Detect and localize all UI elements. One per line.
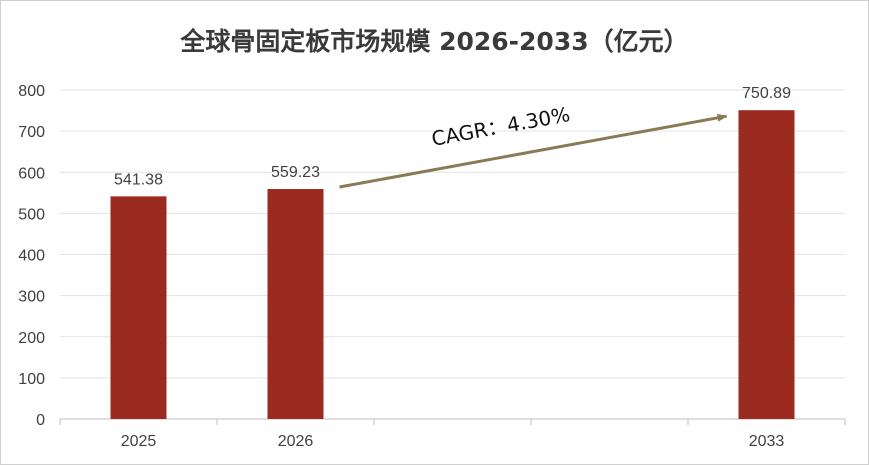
bar-2033 (738, 110, 795, 420)
cagr-arrow (339, 113, 728, 189)
x-tick-label: 2033 (749, 433, 785, 450)
bar-2026 (267, 189, 324, 419)
y-tick-label: 600 (18, 165, 45, 182)
data-label-2026: 559.23 (271, 164, 320, 181)
y-tick-label: 300 (18, 289, 45, 306)
data-label-2033: 750.89 (742, 85, 791, 102)
y-tick-label: 700 (18, 124, 45, 141)
y-tick-label: 100 (18, 371, 45, 388)
x-tick-label: 2026 (278, 433, 314, 450)
cagr-annotation: CAGR：4.30% (430, 102, 572, 151)
chart-title: 全球骨固定板市场规模 2026-2033（亿元） (180, 27, 689, 56)
y-tick-label: 0 (36, 412, 45, 429)
data-label-2025: 541.38 (114, 171, 163, 188)
x-tick-label: 2025 (121, 433, 157, 450)
y-tick-label: 800 (18, 83, 45, 100)
y-tick-label: 400 (18, 248, 45, 265)
bar-2025 (110, 196, 167, 419)
y-tick-label: 500 (18, 206, 45, 223)
y-tick-label: 200 (18, 330, 45, 347)
